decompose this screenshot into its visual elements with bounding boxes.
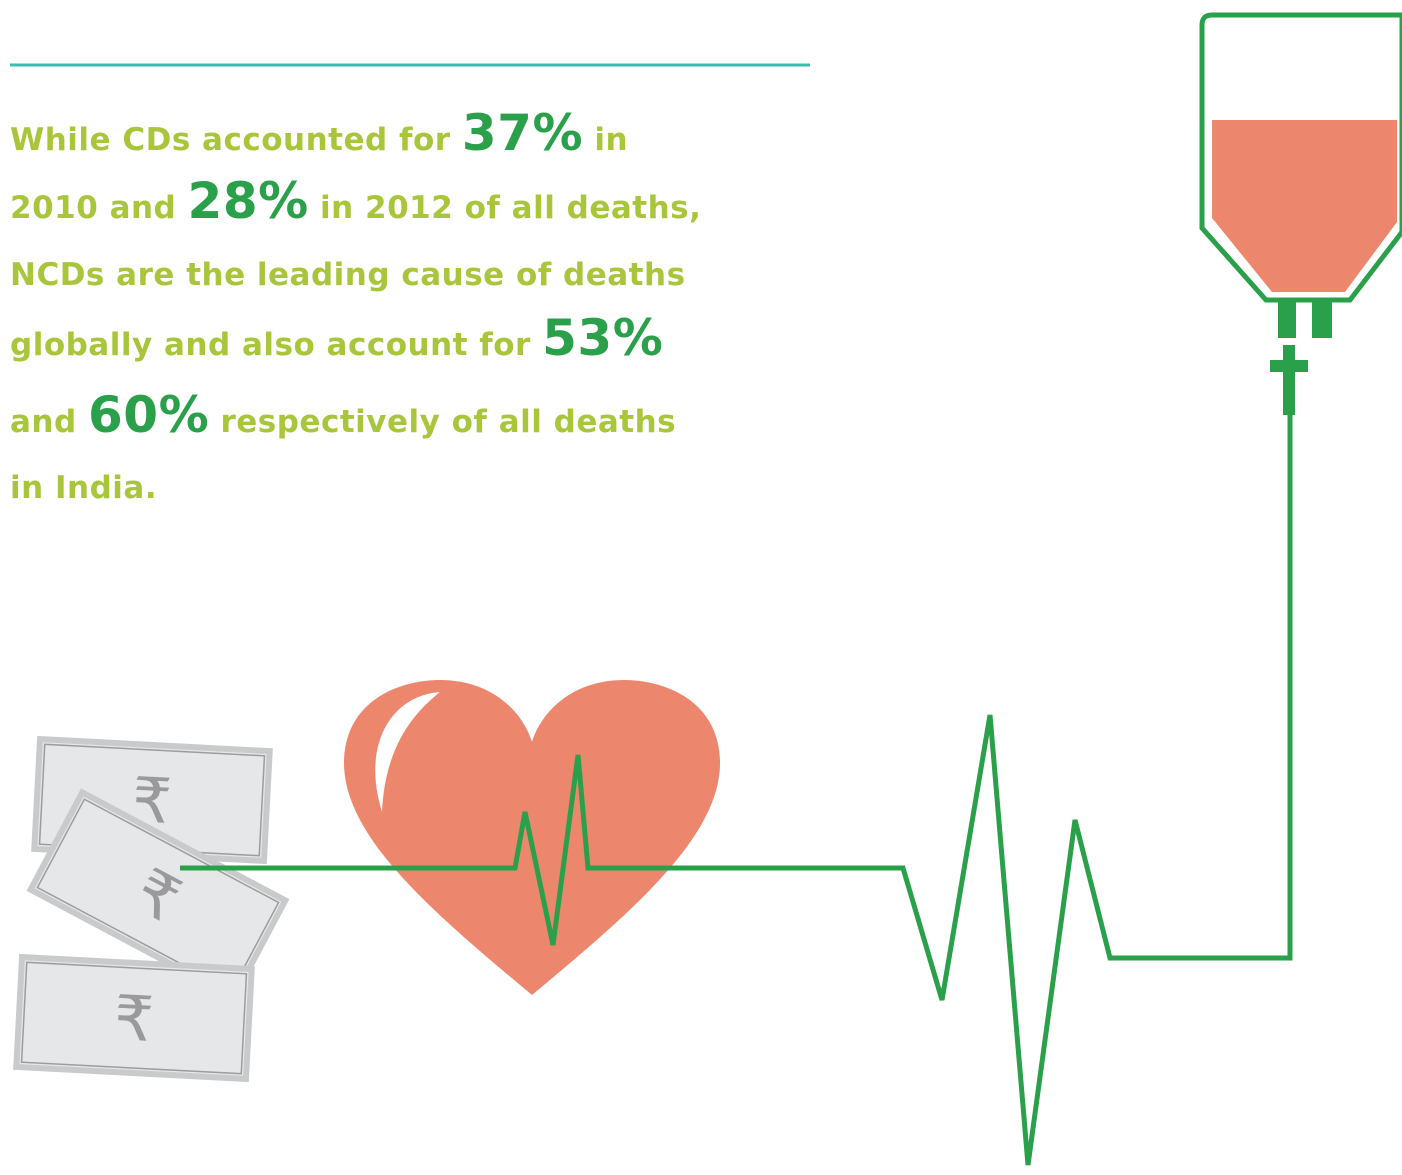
paragraph-line: in India. [10, 470, 157, 506]
highlight-figure: 28% [188, 172, 309, 230]
paragraph-line: and 60% respectively of all deaths [10, 386, 676, 444]
text-segment: NCDs are the leading cause of deaths [10, 257, 686, 293]
highlight-figure: 37% [462, 104, 583, 162]
text-segment: in India. [10, 470, 157, 506]
text-segment: 2010 and [10, 190, 188, 226]
ecg-line [180, 415, 1290, 1165]
money-notes: ₹ ₹ ₹ [16, 739, 285, 1079]
paragraph-line: globally and also account for 53% [10, 309, 663, 367]
note: ₹ [16, 957, 251, 1079]
text-segment: While CDs accounted for [10, 122, 462, 158]
text-segment: globally and also account for [10, 327, 542, 363]
rupee-symbol: ₹ [112, 981, 155, 1056]
text-segment: and [10, 404, 88, 440]
highlight-figure: 53% [542, 309, 663, 367]
text-segment: in [583, 122, 628, 158]
paragraph-line: NCDs are the leading cause of deaths [10, 257, 686, 293]
paragraph-line: 2010 and 28% in 2012 of all deaths, [10, 172, 701, 230]
highlight-figure: 60% [88, 386, 209, 444]
iv-bag [1202, 15, 1402, 415]
paragraph: While CDs accounted for 37% in 2010 and 2… [10, 104, 701, 506]
paragraph-line: While CDs accounted for 37% in [10, 104, 628, 162]
infographic: While CDs accounted for 37% in 2010 and 2… [0, 0, 1402, 1175]
text-segment: in 2012 of all deaths, [309, 190, 702, 226]
text-segment: respectively of all deaths [209, 404, 676, 440]
